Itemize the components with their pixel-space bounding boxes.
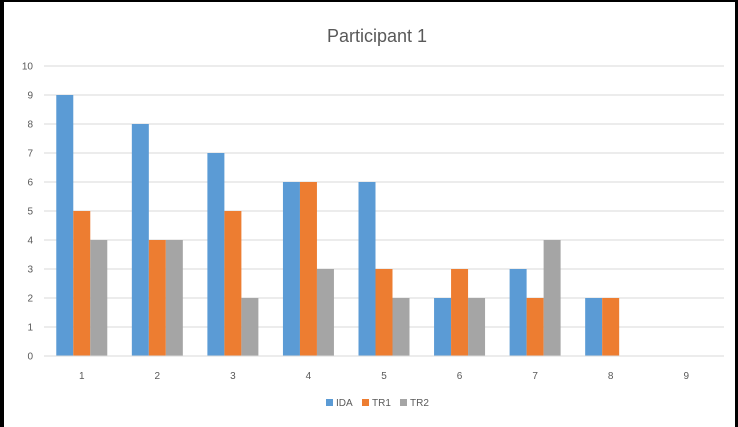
x-tick-label: 2 <box>155 371 161 382</box>
legend-label-tr2: TR2 <box>410 398 429 409</box>
y-tick-label: 5 <box>27 207 33 218</box>
bar-tr1-5 <box>375 269 393 356</box>
bar-tr1-4 <box>299 182 317 356</box>
bar-tr1-6 <box>451 269 469 356</box>
bar-ida-2 <box>131 124 149 356</box>
y-tick-label: 8 <box>27 120 33 131</box>
x-tick-label: 6 <box>457 371 463 382</box>
bar-tr1-7 <box>526 298 544 356</box>
bar-ida-6 <box>434 298 452 356</box>
y-tick-label: 7 <box>27 149 33 160</box>
bar-ida-7 <box>509 269 527 356</box>
legend-label-tr1: TR1 <box>372 398 391 409</box>
bar-tr2-7 <box>543 240 561 356</box>
bar-ida-1 <box>56 95 74 356</box>
x-tick-label: 3 <box>230 371 236 382</box>
bar-tr1-8 <box>602 298 620 356</box>
x-tick-label: 7 <box>532 371 538 382</box>
x-tick-label: 5 <box>381 371 387 382</box>
x-tick-label: 9 <box>683 371 689 382</box>
x-tick-label: 1 <box>79 371 85 382</box>
bar-tr2-3 <box>241 298 259 356</box>
bar-tr1-2 <box>148 240 166 356</box>
bar-ida-8 <box>585 298 603 356</box>
bar-tr2-2 <box>165 240 183 356</box>
y-tick-label: 10 <box>22 62 34 73</box>
x-tick-label: 4 <box>306 371 312 382</box>
legend: IDA TR1 TR2 <box>326 398 429 409</box>
bar-ida-4 <box>282 182 300 356</box>
y-tick-label: 2 <box>27 294 33 305</box>
y-tick-label: 1 <box>27 323 33 334</box>
bar-ida-5 <box>358 182 376 356</box>
bar-tr2-1 <box>90 240 108 356</box>
legend-swatch-tr1 <box>362 399 369 406</box>
bar-ida-3 <box>207 153 225 356</box>
legend-swatch-ida <box>326 399 333 406</box>
bars <box>56 95 620 356</box>
y-tick-label: 4 <box>27 236 33 247</box>
chart-title: Participant 1 <box>327 26 427 46</box>
y-tick-label: 0 <box>27 352 33 363</box>
y-axis-ticks: 0 1 2 3 4 5 6 7 8 9 10 <box>22 62 34 363</box>
bar-tr1-3 <box>224 211 242 356</box>
x-axis-ticks: 1 2 3 4 5 6 7 8 9 <box>79 371 689 382</box>
y-tick-label: 3 <box>27 265 33 276</box>
legend-swatch-tr2 <box>400 399 407 406</box>
x-tick-label: 8 <box>608 371 614 382</box>
bar-tr2-5 <box>392 298 410 356</box>
bar-tr1-1 <box>73 211 91 356</box>
y-tick-label: 9 <box>27 91 33 102</box>
bar-tr2-6 <box>468 298 486 356</box>
y-tick-label: 6 <box>27 178 33 189</box>
legend-label-ida: IDA <box>336 398 353 409</box>
bar-tr2-4 <box>316 269 334 356</box>
